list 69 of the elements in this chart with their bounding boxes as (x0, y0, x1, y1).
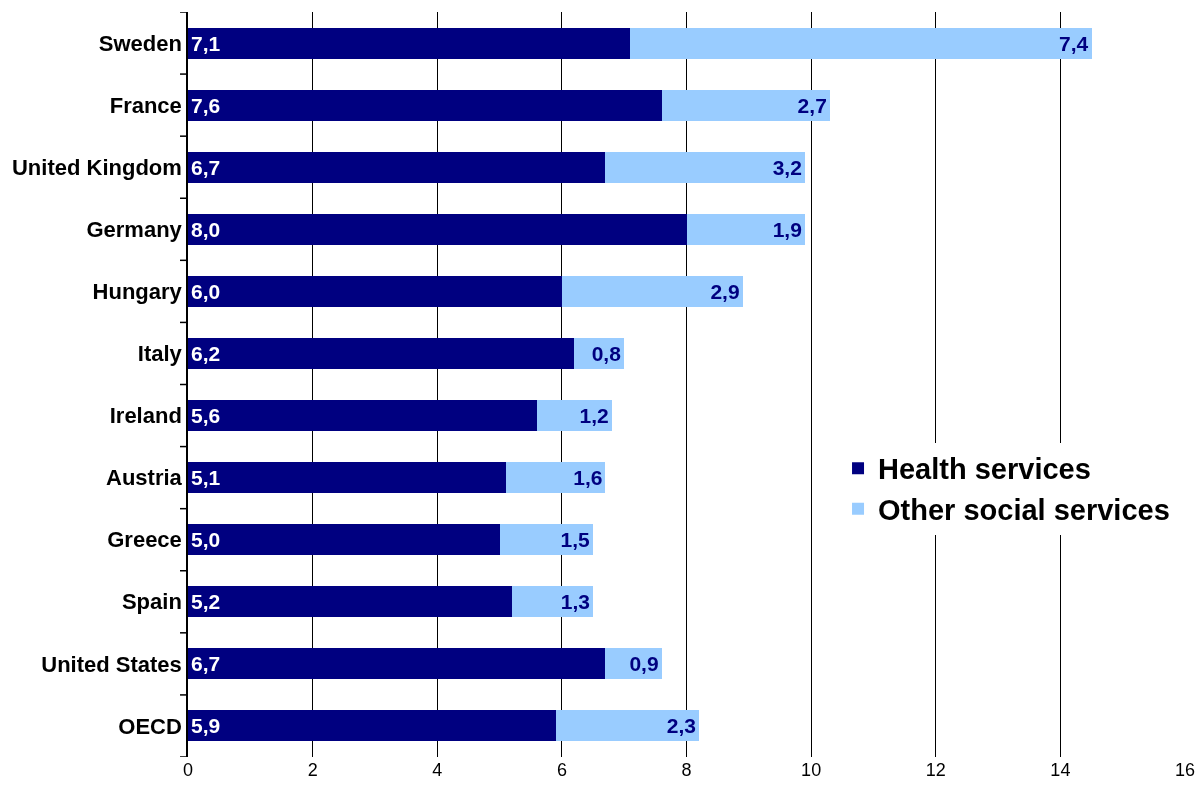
y-tick-label: Ireland (109, 403, 182, 429)
bar (188, 462, 506, 494)
bar (188, 151, 606, 183)
bar (188, 27, 631, 59)
data-label: 1,3 (560, 590, 591, 614)
data-label: 5,0 (191, 528, 221, 552)
data-label: 1,2 (579, 404, 609, 428)
data-label: 5,9 (191, 714, 221, 738)
y-tick-label: Spain (121, 589, 182, 615)
data-label: 6,7 (191, 652, 221, 676)
x-tick-label: 6 (556, 760, 567, 780)
y-tick-label: United States (41, 651, 182, 677)
bar (630, 27, 1092, 59)
bar (188, 648, 606, 680)
bar (188, 275, 562, 307)
data-label: 2,9 (710, 279, 740, 303)
bar (536, 400, 612, 432)
x-tick-label: 10 (801, 760, 822, 780)
legend-label: Other social services (878, 494, 1170, 527)
x-tick-label: 4 (432, 760, 443, 780)
bar (555, 710, 699, 742)
bar (188, 400, 537, 432)
y-tick-label: Sweden (98, 30, 182, 56)
data-label: 8,0 (191, 217, 221, 241)
data-label: 5,2 (191, 590, 221, 614)
data-label: 2,3 (666, 714, 696, 738)
data-label: 5,1 (191, 466, 221, 490)
data-label: 0,9 (629, 652, 659, 676)
data-label: 1,6 (573, 466, 603, 490)
bar (686, 213, 805, 245)
data-label: 7,6 (191, 93, 221, 117)
bar (505, 462, 606, 494)
bar (188, 710, 556, 742)
bar (188, 213, 687, 245)
data-label: 2,7 (797, 93, 827, 117)
x-tick-label: 14 (1050, 760, 1071, 780)
data-label: 6,2 (191, 341, 221, 365)
bar (512, 586, 594, 618)
x-tick-label: 16 (1174, 760, 1196, 780)
legend-label: Health services (878, 453, 1091, 486)
y-tick-label: France (109, 92, 182, 118)
data-label: 3,2 (772, 155, 802, 179)
x-tick-label: 12 (925, 760, 946, 780)
data-label: 1,5 (560, 528, 591, 552)
y-tick-label: Greece (107, 527, 182, 553)
bar (661, 89, 830, 121)
y-tick-label: Hungary (92, 279, 183, 305)
y-tick-label: Germany (86, 216, 183, 242)
y-tick-label: OECD (118, 713, 182, 739)
data-label: 6,7 (191, 155, 221, 179)
bar (561, 275, 743, 307)
x-tick-label: 8 (681, 760, 692, 780)
bar (188, 337, 575, 369)
bar (605, 151, 805, 183)
bar (499, 524, 594, 556)
data-label: 5,6 (191, 404, 221, 428)
y-tick-label: United Kingdom (11, 154, 182, 180)
bar (188, 89, 662, 121)
bar (188, 586, 513, 618)
data-label: 7,4 (1059, 31, 1089, 55)
bar (188, 524, 500, 556)
x-tick-label: 0 (182, 760, 194, 780)
data-label: 1,9 (772, 217, 802, 241)
x-tick-label: 2 (307, 760, 318, 780)
y-tick-label: Italy (137, 341, 183, 367)
y-tick-label: Austria (106, 465, 183, 491)
data-label: 0,8 (591, 341, 622, 365)
data-label: 7,1 (191, 31, 221, 55)
data-label: 6,0 (191, 279, 221, 303)
